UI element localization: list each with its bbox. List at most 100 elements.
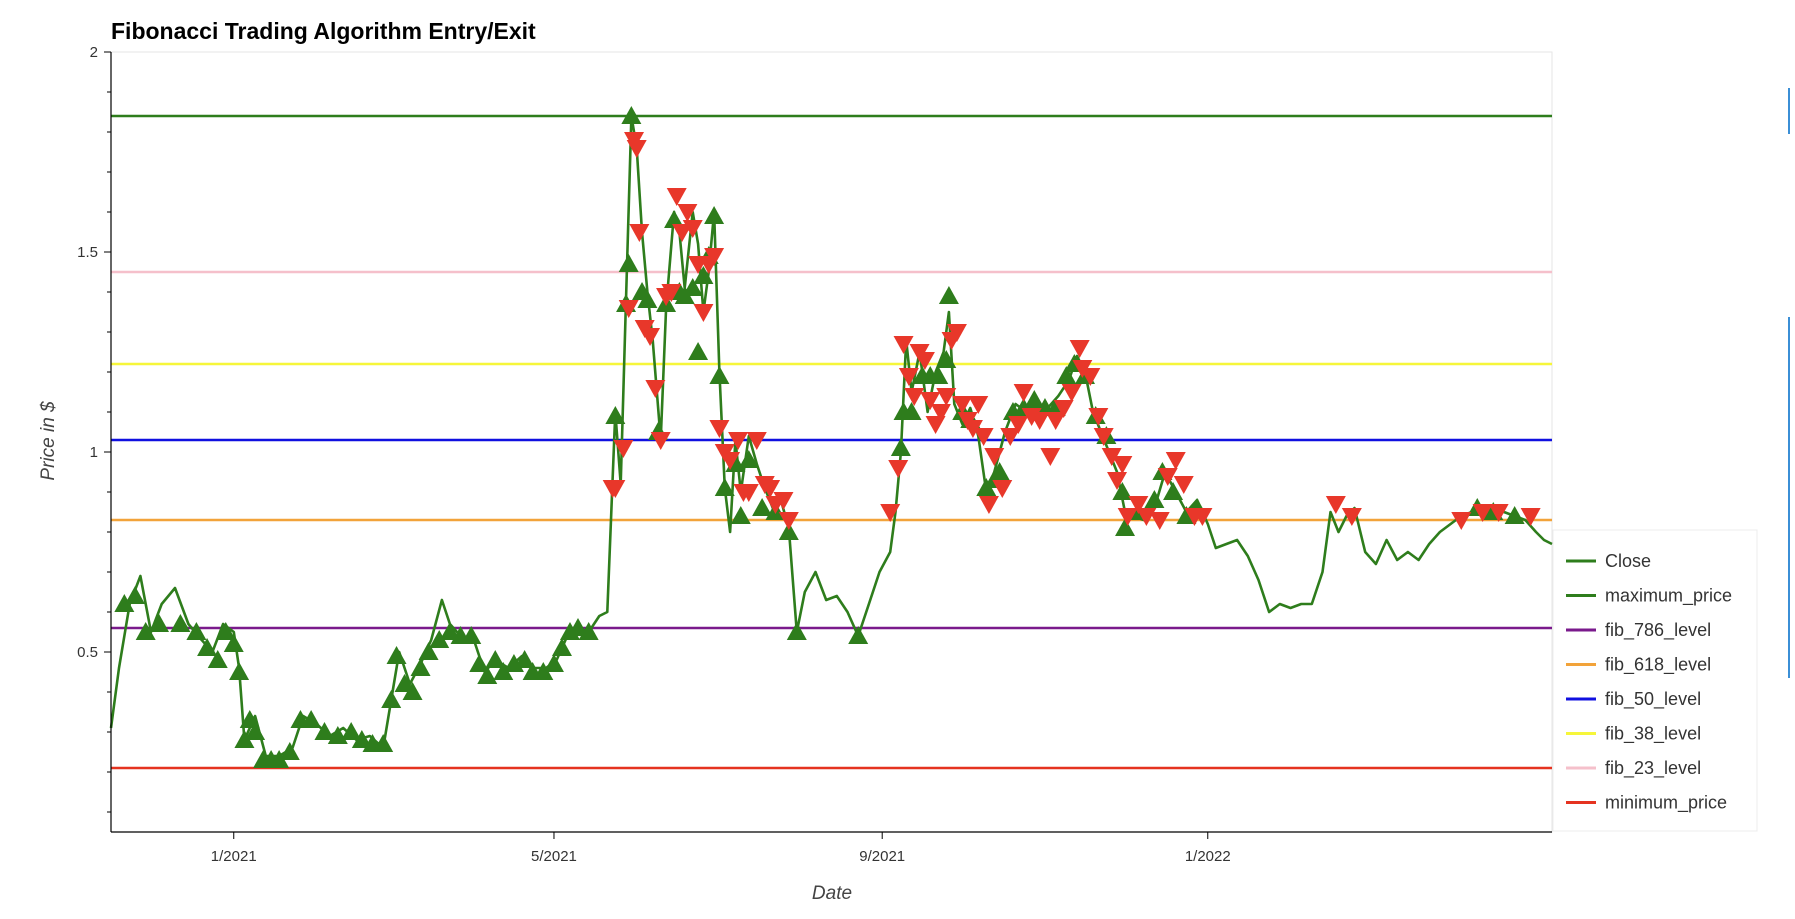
y-tick-label: 2 bbox=[90, 44, 98, 61]
buy-marker bbox=[477, 666, 498, 684]
sell-markers bbox=[602, 132, 1541, 530]
sell-marker bbox=[1061, 384, 1082, 402]
sell-marker bbox=[672, 224, 693, 242]
sell-marker bbox=[946, 324, 967, 342]
buy-marker bbox=[135, 622, 156, 640]
buy-marker bbox=[514, 650, 535, 668]
sell-marker bbox=[645, 380, 666, 398]
buy-marker bbox=[1504, 506, 1525, 524]
plot-area bbox=[110, 51, 1553, 833]
sell-marker bbox=[1165, 452, 1186, 470]
buy-marker bbox=[928, 366, 949, 384]
sell-marker bbox=[778, 512, 799, 530]
buy-marker bbox=[186, 622, 207, 640]
sell-marker bbox=[709, 420, 730, 438]
buy-marker bbox=[341, 722, 362, 740]
x-tick-label: 5/2021 bbox=[531, 848, 577, 865]
buy-marker bbox=[402, 682, 423, 700]
x-tick-label: 9/2021 bbox=[859, 848, 905, 865]
sell-marker bbox=[936, 388, 957, 406]
buy-marker bbox=[709, 366, 730, 384]
sell-marker bbox=[962, 420, 983, 438]
sell-marker bbox=[640, 328, 661, 346]
sell-marker bbox=[693, 304, 714, 322]
buy-marker bbox=[890, 438, 911, 456]
buy-marker bbox=[938, 286, 959, 304]
y-axis-label: Price in $ bbox=[38, 401, 59, 481]
sell-marker bbox=[898, 368, 919, 386]
sell-marker bbox=[704, 248, 725, 266]
buy-marker bbox=[551, 638, 572, 656]
buy-marker bbox=[567, 618, 588, 636]
sell-marker bbox=[1029, 412, 1050, 430]
sell-marker bbox=[904, 388, 925, 406]
buy-marker bbox=[688, 342, 709, 360]
x-tick-label: 1/2022 bbox=[1185, 848, 1231, 865]
sell-marker bbox=[1192, 508, 1213, 526]
sell-marker bbox=[1520, 508, 1541, 526]
buy-marker bbox=[197, 638, 218, 656]
buy-marker bbox=[786, 622, 807, 640]
buy-marker bbox=[778, 522, 799, 540]
sell-marker bbox=[920, 392, 941, 410]
sell-marker bbox=[1069, 340, 1090, 358]
sell-marker bbox=[1451, 512, 1472, 530]
legend-label-fib_23_level: fib_23_level bbox=[1605, 758, 1701, 779]
buy-marker bbox=[279, 742, 300, 760]
buy-marker bbox=[114, 594, 135, 612]
sell-marker bbox=[1080, 368, 1101, 386]
sell-marker bbox=[1117, 508, 1138, 526]
buy-marker bbox=[429, 630, 450, 648]
buy-marker bbox=[485, 650, 506, 668]
sell-marker bbox=[1149, 512, 1170, 530]
sell-marker bbox=[968, 396, 989, 414]
buy-marker bbox=[410, 658, 431, 676]
chart-title: Fibonacci Trading Algorithm Entry/Exit bbox=[111, 18, 536, 44]
buy-marker bbox=[730, 506, 751, 524]
buy-marker bbox=[469, 654, 490, 672]
legend-box bbox=[1552, 529, 1758, 832]
sell-marker bbox=[738, 484, 759, 502]
sell-marker bbox=[1325, 496, 1346, 514]
buy-marker bbox=[714, 478, 735, 496]
sell-marker bbox=[880, 504, 901, 522]
sell-marker bbox=[1013, 384, 1034, 402]
legend-label-fib_618_level: fib_618_level bbox=[1605, 655, 1711, 676]
sell-marker bbox=[682, 220, 703, 238]
buy-marker bbox=[605, 406, 626, 424]
buy-marker bbox=[989, 462, 1010, 480]
y-ticks: 0.5 1 1.5 2 bbox=[77, 44, 111, 813]
buy-marker bbox=[234, 730, 255, 748]
sell-marker bbox=[773, 492, 794, 510]
buy-marker bbox=[461, 626, 482, 644]
sell-marker bbox=[605, 480, 626, 498]
buy-marker bbox=[215, 622, 236, 640]
buy-marker bbox=[618, 254, 639, 272]
x-ticks: 1/2021 5/2021 9/2021 1/2022 bbox=[211, 832, 1231, 865]
buy-marker bbox=[1115, 518, 1136, 536]
sell-marker bbox=[1112, 456, 1133, 474]
buy-marker bbox=[373, 734, 394, 752]
sell-marker bbox=[728, 432, 749, 450]
buy-marker bbox=[664, 210, 685, 228]
axes: 0.5 1 1.5 2 1/2021 5/2021 9/2021 1/2022 bbox=[77, 44, 1552, 865]
sell-marker bbox=[661, 284, 682, 302]
sell-marker bbox=[1088, 408, 1109, 426]
buy-marker bbox=[386, 646, 407, 664]
buy-marker bbox=[1024, 390, 1045, 408]
sell-marker bbox=[1053, 400, 1074, 418]
buy-marker bbox=[1163, 482, 1184, 500]
sell-marker bbox=[888, 460, 909, 478]
buy-marker bbox=[704, 206, 725, 224]
sell-marker bbox=[973, 428, 994, 446]
legend-label-maximum_price: maximum_price bbox=[1605, 586, 1732, 607]
buy-marker bbox=[229, 662, 250, 680]
sell-marker bbox=[626, 140, 647, 158]
legend: Close maximum_price fib_786_level fib_618_l… bbox=[1552, 529, 1758, 832]
legend-label-fib_38_level: fib_38_level bbox=[1605, 724, 1701, 745]
legend-label-fib_50_level: fib_50_level bbox=[1605, 689, 1701, 710]
scroll-indicator-top bbox=[1788, 88, 1790, 134]
sell-marker bbox=[1157, 468, 1178, 486]
buy-marker bbox=[1056, 366, 1077, 384]
sell-marker bbox=[1472, 504, 1493, 522]
